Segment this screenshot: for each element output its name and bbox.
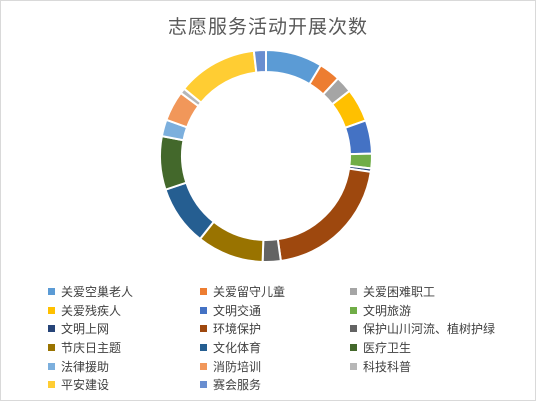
legend-item: 关爱空巢老人 (48, 282, 200, 301)
legend-label: 关爱困难职工 (363, 284, 436, 299)
legend-swatch (48, 287, 55, 295)
legend-item: 赛会服务 (200, 375, 350, 394)
doughnut-slice (252, 48, 267, 74)
legend-item: 节庆日主题 (48, 338, 200, 357)
legend-label: 文化体育 (213, 340, 262, 355)
legend-item: 医疗卫生 (350, 338, 518, 357)
legend-item: 文明交通 (200, 301, 350, 320)
legend-label: 节庆日主题 (61, 340, 122, 355)
legend-item: 文明上网 (48, 319, 200, 338)
doughnut-slice (343, 119, 373, 156)
legend-item: 关爱留守儿童 (200, 282, 350, 301)
legend-swatch (48, 343, 55, 351)
legend-label: 赛会服务 (213, 378, 262, 393)
legend-label: 环境保护 (213, 322, 262, 337)
legend-swatch (200, 381, 207, 389)
doughnut-slice (182, 49, 258, 105)
legend-label: 关爱残疾人 (61, 303, 122, 318)
legend-item: 文化体育 (200, 338, 350, 357)
legend-swatch (350, 306, 357, 314)
legend-swatch (350, 325, 357, 333)
legend-label: 文明旅游 (363, 303, 412, 318)
legend-label: 文明交通 (213, 303, 262, 318)
legend-item: 消防培训 (200, 357, 350, 376)
legend-label: 平安建设 (61, 378, 110, 393)
legend-swatch (350, 343, 357, 351)
doughnut-slice (164, 181, 216, 241)
legend-swatch (200, 325, 207, 333)
legend-label: 保护山川河流、植树护绿 (363, 322, 496, 337)
legend-label: 关爱空巢老人 (61, 284, 134, 299)
legend-item: 环境保护 (200, 319, 350, 338)
legend-label: 科技科普 (363, 359, 412, 374)
doughnut-slice (159, 134, 188, 191)
legend-swatch (48, 306, 55, 314)
legend-swatch (48, 325, 55, 333)
legend-item: 科技科普 (350, 357, 518, 376)
doughnut-slice (276, 167, 372, 263)
legend-swatch (200, 343, 207, 351)
legend-swatch (48, 381, 55, 389)
legend-item: 保护山川河流、植树护绿 (350, 319, 518, 338)
legend-swatch (200, 306, 207, 314)
legend-label: 消防培训 (213, 359, 262, 374)
legend-swatch (350, 287, 357, 295)
legend-swatch (350, 362, 357, 370)
legend-item: 关爱困难职工 (350, 282, 518, 301)
chart-legend: 关爱空巢老人 关爱留守儿童 关爱困难职工关爱残疾人 文明交通 文明旅游文明上网 环境保护 保… (48, 282, 518, 394)
legend-swatch (200, 287, 207, 295)
legend-label: 法律援助 (61, 359, 110, 374)
legend-label: 医疗卫生 (363, 340, 412, 355)
legend-label: 关爱留守儿童 (213, 284, 286, 299)
legend-item: 文明旅游 (350, 301, 518, 320)
legend-label: 文明上网 (61, 322, 110, 337)
legend-item: 关爱残疾人 (48, 301, 200, 320)
doughnut-slice (261, 238, 283, 263)
legend-swatch (200, 362, 207, 370)
legend-item: 平安建设 (48, 375, 200, 394)
legend-item: 法律援助 (48, 357, 200, 376)
legend-swatch (48, 362, 55, 370)
chart-title: 志愿服务活动开展次数 (167, 16, 368, 38)
